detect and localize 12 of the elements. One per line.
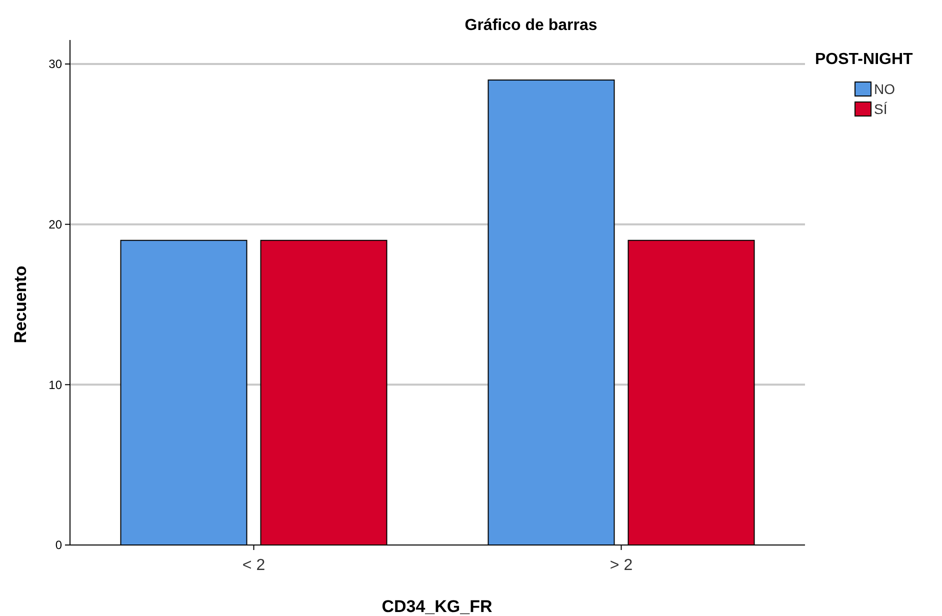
y-tick-label: 10 <box>48 378 62 392</box>
x-axis-title: CD34_KG_FR <box>382 597 492 616</box>
legend-label: SÍ <box>874 101 888 117</box>
y-tick-label: 30 <box>48 57 62 72</box>
y-axis-title: Recuento <box>11 266 30 344</box>
y-tick-label: 0 <box>55 538 62 552</box>
x-tick-label: < 2 <box>242 557 266 574</box>
x-tick-label: > 2 <box>610 557 633 574</box>
chart-title: Gráfico de barras <box>464 17 598 34</box>
y-tick-label: 20 <box>48 218 62 232</box>
legend-label: NO <box>874 81 896 97</box>
legend-title: POST-NIGHT <box>815 51 914 68</box>
